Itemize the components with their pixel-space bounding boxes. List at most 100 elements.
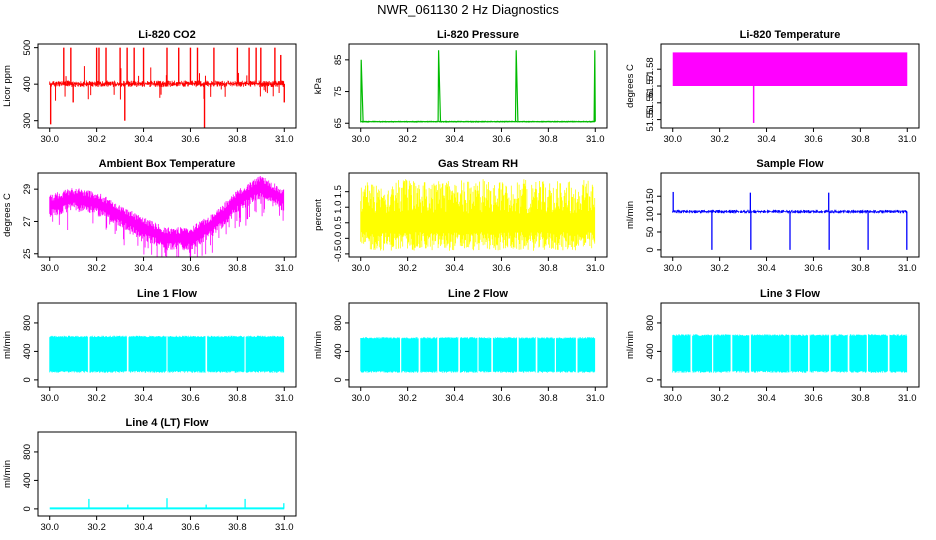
x-tick-label: 30.2 — [398, 263, 417, 274]
plot-area — [49, 498, 285, 510]
x-tick-label: 31.0 — [586, 134, 605, 145]
plot-frame — [37, 302, 297, 388]
x-tick-label: 30.8 — [228, 522, 247, 533]
x-tick-label: 30.0 — [351, 263, 370, 274]
y-tick-label: 51.58 — [645, 57, 656, 81]
plot-frame — [37, 431, 297, 517]
y-axis-label: percent — [313, 199, 324, 231]
x-tick-label: 30.2 — [398, 393, 417, 404]
y-tick-label: 29 — [22, 184, 33, 195]
y-tick-label: 0.0 — [333, 232, 344, 245]
y-tick-label: 51.57 — [645, 74, 656, 98]
y-axis-label: ml/min — [625, 201, 636, 229]
y-axis-label: kPa — [313, 77, 324, 94]
data-band — [49, 335, 285, 373]
plot-area — [672, 191, 908, 250]
x-tick-label: 31.0 — [275, 263, 294, 274]
panel-1: Li-820 CO2 Licor ppm 30.0 30.2 30.4 30.6 30.8 3… — [2, 29, 297, 145]
x-tick-label: 31.0 — [586, 263, 605, 274]
y-axis-label: ml/min — [313, 331, 324, 359]
x-tick-label: 30.8 — [539, 263, 558, 274]
x-tick-label: 30.2 — [87, 522, 106, 533]
data-band — [360, 337, 596, 373]
y-tick-label: 51.56 — [645, 91, 656, 115]
panel-title: Li-820 Pressure — [437, 29, 519, 41]
y-tick-label: 500 — [22, 40, 33, 56]
x-tick-label: 30.4 — [757, 393, 776, 404]
plot-area — [49, 176, 285, 257]
panel-title: Sample Flow — [756, 158, 824, 170]
panel-title: Line 3 Flow — [760, 288, 820, 300]
x-tick-label: 30.6 — [492, 263, 511, 274]
x-tick-label: 30.8 — [851, 393, 870, 404]
x-tick-label: 30.6 — [492, 134, 511, 145]
x-tick-label: 30.0 — [663, 134, 682, 145]
plot-frame — [348, 302, 608, 388]
y-axis-label: Licor ppm — [2, 65, 13, 107]
plot-area — [360, 337, 596, 373]
y-axis-label: ml/min — [2, 460, 13, 488]
plot-frame — [660, 172, 920, 258]
y-tick-label: 800 — [22, 444, 33, 460]
y-axis-label: ml/min — [625, 331, 636, 359]
y-tick-label: 400 — [22, 76, 33, 92]
panel-6: Sample Flow ml/min 30.0 30.2 30.4 30.6 30.8 31.… — [625, 158, 920, 274]
y-tick-label: 65 — [333, 118, 344, 129]
x-tick-label: 30.2 — [87, 393, 106, 404]
x-tick-label: 30.6 — [181, 522, 200, 533]
x-tick-label: 30.0 — [351, 393, 370, 404]
y-tick-label: 0 — [645, 377, 656, 382]
panel-9: Line 3 Flow ml/min 30.0 30.2 30.4 30.6 30.8 31.… — [625, 288, 920, 404]
y-tick-label: 800 — [22, 315, 33, 331]
x-tick-label: 30.0 — [663, 393, 682, 404]
plot-area — [49, 47, 285, 128]
plot-frame — [348, 43, 608, 129]
panel-2: Li-820 Pressure kPa 30.0 30.2 30.4 30.6 30.8 31… — [313, 29, 608, 145]
x-tick-label: 31.0 — [275, 522, 294, 533]
data-line — [360, 50, 596, 123]
panel-title: Li-820 CO2 — [138, 29, 195, 41]
y-tick-label: 800 — [333, 315, 344, 331]
y-axis-label: degrees C — [2, 193, 13, 237]
x-tick-label: 30.0 — [663, 263, 682, 274]
y-tick-label: 0 — [22, 377, 33, 382]
y-tick-label: 51.55 — [645, 108, 656, 132]
panel-title: Line 1 Flow — [137, 288, 197, 300]
plot-frame — [348, 172, 608, 258]
y-tick-label: 150 — [645, 188, 656, 204]
data-band — [49, 176, 285, 257]
x-tick-label: 30.2 — [710, 134, 729, 145]
y-tick-label: 50 — [645, 227, 656, 238]
x-tick-label: 30.6 — [804, 263, 823, 274]
x-tick-label: 30.4 — [134, 393, 153, 404]
figure-title: NWR_061130 2 Hz Diagnostics — [377, 2, 559, 17]
y-tick-label: 100 — [645, 206, 656, 222]
x-tick-label: 30.0 — [40, 263, 59, 274]
panel-title: Gas Stream RH — [438, 158, 518, 170]
y-tick-label: 400 — [22, 472, 33, 488]
x-tick-label: 30.4 — [134, 522, 153, 533]
panel-3: Li-820 Temperature degrees C 30.0 30.2 30.4 3… — [625, 29, 920, 145]
y-tick-label: 0 — [22, 506, 33, 511]
plot-area — [360, 179, 596, 251]
data-band — [360, 179, 596, 251]
y-tick-label: 1.0 — [333, 201, 344, 214]
y-axis-label: ml/min — [2, 331, 13, 359]
y-tick-label: 85 — [333, 55, 344, 66]
panel-title: Line 2 Flow — [448, 288, 508, 300]
y-tick-label: 0.5 — [333, 216, 344, 229]
plot-area — [672, 334, 908, 373]
panel-title: Line 4 (LT) Flow — [126, 417, 209, 429]
x-tick-label: 31.0 — [898, 263, 917, 274]
x-tick-label: 31.0 — [898, 393, 917, 404]
x-tick-label: 30.4 — [445, 263, 464, 274]
x-tick-label: 30.2 — [710, 393, 729, 404]
y-tick-label: 0 — [645, 247, 656, 252]
plot-area — [360, 50, 596, 123]
y-tick-label: 75 — [333, 86, 344, 97]
data-band — [672, 334, 908, 373]
x-tick-label: 30.4 — [445, 134, 464, 145]
x-tick-label: 30.0 — [40, 134, 59, 145]
x-tick-label: 30.4 — [757, 263, 776, 274]
